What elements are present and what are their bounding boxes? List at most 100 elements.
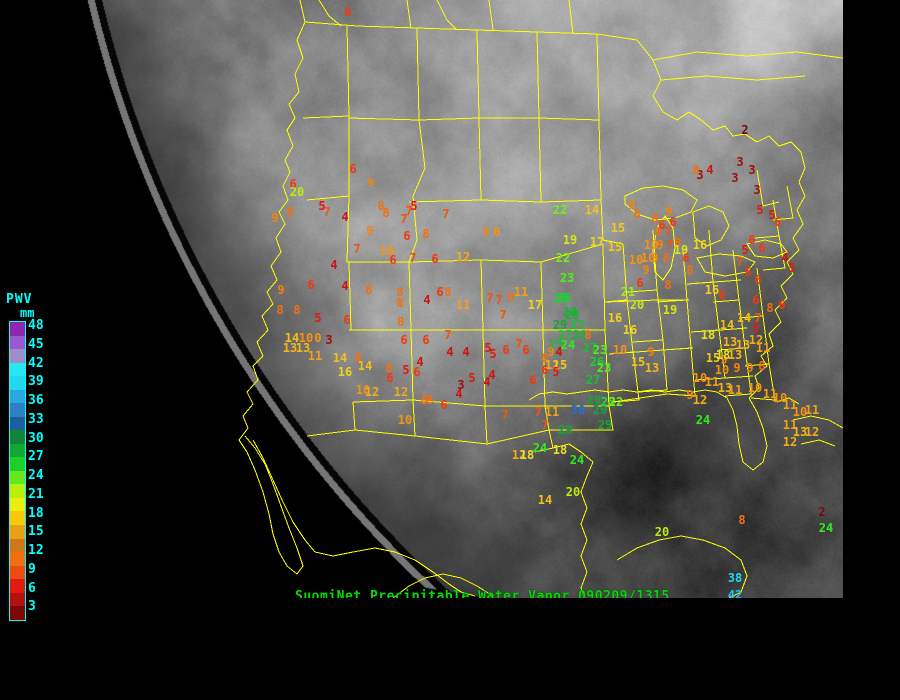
station-pwv-value: 10 (692, 371, 708, 385)
station-pwv-value: 6 (436, 285, 444, 299)
station-pwv-value: 8 (662, 251, 670, 265)
station-pwv-value: 12 (393, 385, 409, 399)
map-boundary-line (690, 327, 748, 333)
station-pwv-value: 28 (572, 328, 588, 342)
map-boundary-line (528, 389, 768, 471)
colorbar-swatch (10, 457, 25, 471)
station-pwv-value: 10 (628, 253, 644, 267)
station-pwv-value: 4 (706, 163, 714, 177)
station-pwv-value: 26 (553, 291, 569, 305)
station-pwv-value: 3 (325, 333, 333, 347)
station-pwv-value: 11 (727, 383, 743, 397)
station-pwv-value: 8 (584, 328, 592, 342)
station-pwv-value: 6 (669, 215, 677, 229)
station-pwv-value: 6 (289, 177, 297, 191)
political-boundary-overlay (238, 0, 843, 598)
station-pwv-value: 6 (403, 229, 411, 243)
colorbar-swatch (10, 484, 25, 498)
map-boundary-line (692, 205, 730, 247)
station-pwv-value: 27 (557, 328, 573, 342)
station-pwv-value: 8 (385, 361, 393, 375)
station-pwv-value: 24 (560, 338, 576, 352)
station-pwv-value: 0 (493, 225, 501, 239)
map-boundary-line (616, 535, 748, 598)
station-pwv-value: 14 (332, 351, 348, 365)
station-pwv-value: 7 (442, 207, 450, 221)
map-boundary-line (488, 0, 494, 31)
map-boundary-line (352, 399, 609, 407)
station-pwv-value: 8 (286, 205, 294, 219)
map-boundary-line (608, 347, 694, 355)
station-pwv-value: 12 (748, 333, 764, 347)
map-boundary-line (252, 439, 316, 553)
station-pwv-value: 6 (431, 252, 439, 266)
pwv-colorbar-legend: PWV mm 48 45 42 39 36 33 30 27 24 21 18 15 12 9 6 3 (0, 292, 57, 630)
map-boundary-line (652, 51, 843, 61)
station-pwv-value: 22 (555, 251, 571, 265)
station-pwv-value: 16 (337, 365, 353, 379)
station-pwv-value: 16 (607, 311, 623, 325)
station-pwv-value: 9 (733, 361, 741, 375)
map-boundary-line (792, 415, 843, 429)
map-boundary-line (756, 169, 780, 207)
station-pwv-value: 6 (636, 276, 644, 290)
station-pwv-value: 5 (314, 311, 322, 325)
map-boundary-line (746, 239, 788, 259)
station-pwv-value: 7 (664, 225, 672, 239)
station-pwv-value: 29 (557, 423, 573, 437)
station-pwv-value: 17 (589, 235, 605, 249)
station-pwv-value: 10 (792, 405, 808, 419)
station-pwv-value: 6 (502, 343, 510, 357)
station-pwv-value: 8 (426, 393, 434, 407)
station-pwv-value: 4 (423, 293, 431, 307)
station-pwv-value: 4 (341, 279, 349, 293)
station-pwv-value: 24 (695, 413, 711, 427)
station-pwv-value: 7 (541, 418, 549, 432)
map-boundary-line (392, 573, 494, 598)
station-pwv-value: 8 (377, 199, 385, 213)
station-pwv-value: 20 (565, 485, 581, 499)
station-pwv-value: 8 (633, 207, 641, 221)
colorbar-gradient (9, 321, 26, 621)
station-pwv-value: 22 (608, 395, 624, 409)
station-pwv-value: 0 (314, 331, 322, 345)
station-pwv-value: 9 (647, 345, 655, 359)
colorbar-swatch (10, 552, 25, 566)
station-pwv-value: 13 (282, 341, 298, 355)
station-pwv-value: 6 (778, 298, 786, 312)
satellite-image-panel: 6 6 6 20 8 5 7 9 7 7 5 7 8 8 4 9 6 8 9 0 9 7 10 6 7 6 12 4 6 4 8 8 8 8 6 6 1… (57, 0, 843, 598)
map-boundary-line (686, 279, 742, 285)
station-pwv-value: 13 (727, 348, 743, 362)
station-pwv-value: 8 (396, 285, 404, 299)
station-pwv-value: 27 (585, 373, 601, 387)
station-pwv-value: 23 (596, 361, 612, 375)
station-pwv-value: 13 (722, 335, 738, 349)
station-pwv-value: 4 (555, 345, 563, 359)
station-pwv-value: 21 (620, 285, 636, 299)
station-pwv-value: 20 (629, 298, 645, 312)
colorbar-swatch (10, 403, 25, 417)
colorbar-tick-label: 45 (28, 336, 44, 352)
map-boundary-line (548, 429, 554, 449)
map-boundary-line (750, 363, 776, 401)
station-pwv-value: 10 (355, 383, 371, 397)
station-pwv-value: 20 (289, 185, 305, 199)
map-boundary-line (314, 547, 476, 597)
map-boundary-line (612, 393, 698, 403)
station-pwv-value: 15 (630, 355, 646, 369)
station-pwv-value: 14 (357, 359, 373, 373)
station-pwv-value: 8 (293, 303, 301, 317)
station-pwv-value: 26 (589, 355, 605, 369)
map-boundary-line (696, 253, 756, 277)
map-boundary-line (348, 261, 352, 331)
station-pwv-value: 11 (762, 387, 778, 401)
station-pwv-value: 28 (564, 308, 580, 322)
station-pwv-value: 29 (597, 418, 613, 432)
colorbar-tick-label: 6 (28, 580, 36, 596)
station-pwv-value: 11 (704, 375, 720, 389)
station-pwv-value: 8 (396, 296, 404, 310)
station-pwv-value: 8 (420, 393, 428, 407)
station-pwv-value: 9 (665, 205, 673, 219)
station-pwv-value: 13 (735, 338, 751, 352)
